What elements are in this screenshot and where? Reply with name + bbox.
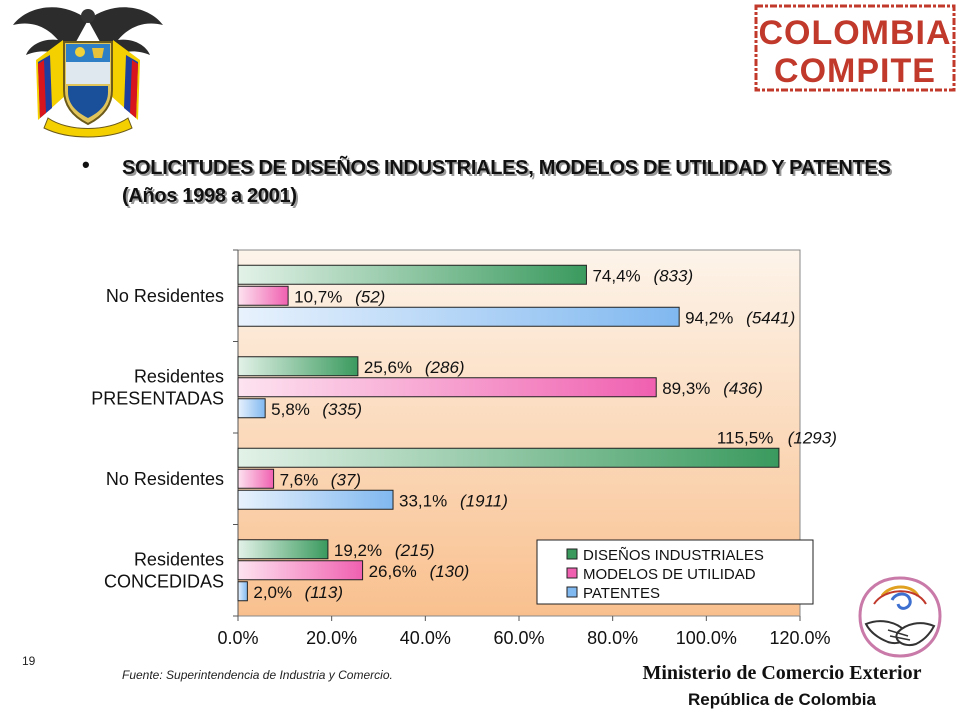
bar-count-label: (436) xyxy=(723,379,763,398)
category-label: No Residentes xyxy=(106,469,224,489)
colombia-compite-stamp-icon: COLOMBIA COMPITE xyxy=(754,4,956,92)
bar-patentes xyxy=(237,398,266,419)
bar-value-label: 26,6% xyxy=(369,562,417,581)
legend-box xyxy=(536,539,814,605)
x-tick-label: 100.0% xyxy=(676,628,737,648)
x-tick-label: 120.0% xyxy=(769,628,830,648)
slide-number: 19 xyxy=(22,654,36,668)
bar-value-label: 94,2% xyxy=(685,308,733,327)
bar-count-label: (37) xyxy=(331,470,361,489)
x-tick-label: 0.0% xyxy=(217,628,258,648)
bar-value-label: 33,1% xyxy=(399,491,447,510)
bar-value-label: 5,8% xyxy=(271,400,310,419)
bar-patentes xyxy=(237,306,680,327)
stamp-line-1: COLOMBIA xyxy=(758,14,951,52)
bar-chart: 0.0% 20.0% 40.0% 60.0% 80.0% 100.0% 120.0% 74,4… xyxy=(91,249,837,648)
bar-value-label: 19,2% xyxy=(334,541,382,560)
bar-count-label: (113) xyxy=(305,583,343,602)
legend-swatch xyxy=(566,548,578,560)
bar-modelos xyxy=(237,285,289,306)
bar-patentes xyxy=(237,581,248,602)
legend-swatch xyxy=(566,586,578,598)
bar-value-label: 74,4% xyxy=(592,266,640,285)
category-label: PRESENTADAS xyxy=(91,388,224,408)
legend-label: DISEÑOS INDUSTRIALES xyxy=(583,547,764,564)
x-tick-label: 60.0% xyxy=(493,628,544,648)
bar-disenos xyxy=(237,447,780,468)
bar-disenos xyxy=(237,264,587,285)
category-label: CONCEDIDAS xyxy=(104,571,224,591)
bar-value-label: 89,3% xyxy=(662,379,710,398)
bar-value-label: 2,0% xyxy=(253,583,292,602)
bar-value-label: 10,7% xyxy=(294,287,342,306)
bar-count-label: (5441) xyxy=(746,308,795,327)
title-text: SOLICITUDES DE DISEÑOS INDUSTRIALES, MOD… xyxy=(122,157,891,207)
x-tick-label: 40.0% xyxy=(400,628,451,648)
bar-count-label: (130) xyxy=(430,562,470,581)
category-label: Residentes xyxy=(134,549,224,569)
category-label: Residentes xyxy=(134,366,224,386)
stamp-line-2: COMPITE xyxy=(774,52,936,90)
bar-modelos xyxy=(237,468,275,489)
legend-label: PATENTES xyxy=(583,585,660,602)
bar-count-label: (215) xyxy=(395,541,435,560)
ministry-name: Ministerio de Comercio Exterior xyxy=(642,662,922,684)
bar-disenos xyxy=(237,539,329,560)
country-name: República de Colombia xyxy=(688,690,876,709)
bar-modelos xyxy=(237,377,657,398)
legend-label: MODELOS DE UTILIDAD xyxy=(583,566,756,583)
bar-count-label: (52) xyxy=(355,287,385,306)
bar-disenos xyxy=(237,356,359,377)
bar-count-label: (335) xyxy=(322,400,362,419)
bar-value-label: 115,5% xyxy=(717,428,773,447)
source-note: Fuente: Superintendencia de Industria y … xyxy=(122,668,393,682)
bar-modelos xyxy=(237,560,364,581)
bar-count-label: (1293) xyxy=(788,428,837,447)
x-tick-label: 20.0% xyxy=(306,628,357,648)
bar-count-label: (833) xyxy=(653,266,693,285)
bar-patentes xyxy=(237,489,394,510)
title-bullet: • xyxy=(82,152,90,177)
coat-of-arms-icon xyxy=(13,7,163,138)
bar-count-label: (286) xyxy=(425,358,465,377)
x-tick-label: 80.0% xyxy=(587,628,638,648)
bar-count-label: (1911) xyxy=(460,491,508,510)
category-label: No Residentes xyxy=(106,286,224,306)
legend-swatch xyxy=(566,567,578,579)
bar-value-label: 25,6% xyxy=(364,358,412,377)
bar-value-label: 7,6% xyxy=(280,470,319,489)
clasped-hands-logo-icon xyxy=(858,576,942,658)
